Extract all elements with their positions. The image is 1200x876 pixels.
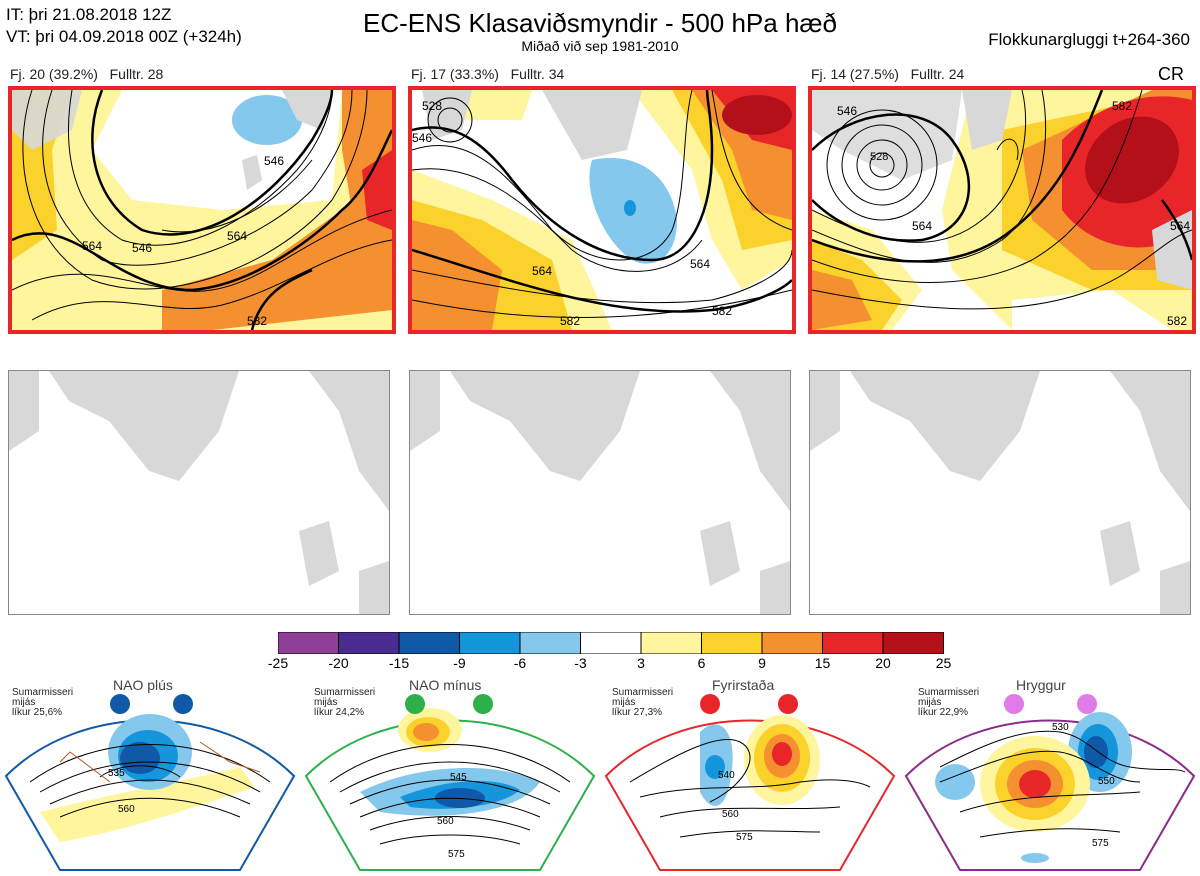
svg-text:560: 560 — [118, 804, 135, 815]
svg-text:546: 546 — [837, 104, 857, 118]
svg-text:564: 564 — [1170, 219, 1190, 233]
colorbar-swatch — [398, 631, 460, 655]
colorbar-tick-label: -20 — [328, 655, 349, 671]
svg-text:564: 564 — [82, 239, 102, 253]
cluster-1-label: Fj. 20 (39.2%) Fulltr. 28 — [10, 66, 164, 82]
svg-text:582: 582 — [560, 314, 580, 328]
colorbar-swatch — [459, 631, 521, 655]
init-time: IT: þri 21.08.2018 12Z — [6, 5, 172, 24]
regime-note-nao-minus: Sumarmisseri mijás líkur 24,2% — [314, 687, 376, 718]
regime-blocking: 540 560 575 — [600, 672, 900, 871]
svg-text:545: 545 — [450, 772, 467, 783]
colorbar-tick-label: 20 — [875, 655, 891, 671]
svg-text:582: 582 — [1167, 314, 1187, 328]
regime-ridge: 530 550 575 — [900, 672, 1200, 871]
page-subtitle: Miðað við sep 1981-2010 — [521, 38, 679, 54]
cluster-3-label: Fj. 14 (27.5%) Fulltr. 24 — [811, 66, 965, 82]
svg-text:540: 540 — [718, 770, 735, 781]
regime-note-blocking: Sumarmisseri mijás líkur 27,3% — [612, 687, 674, 718]
colorbar-tick-label: 25 — [935, 655, 952, 671]
valid-time: VT: þri 04.09.2018 00Z (+324h) — [6, 27, 242, 46]
svg-text:582: 582 — [712, 304, 732, 318]
colorbar-tick-label: -15 — [388, 655, 410, 671]
svg-text:528: 528 — [870, 151, 888, 163]
colorbar-tick-label: -3 — [574, 655, 587, 671]
colorbar-tick-label: -9 — [453, 655, 466, 671]
svg-text:564: 564 — [532, 264, 552, 278]
cluster-2-map: 528 546 564 564 582 582 — [408, 86, 796, 334]
classification-window: Flokkunargluggi t+264-360 — [988, 30, 1190, 49]
svg-text:546: 546 — [132, 241, 152, 255]
svg-text:546: 546 — [412, 131, 432, 145]
empty-map-1 — [8, 370, 390, 615]
colorbar-swatch — [277, 631, 339, 655]
regime-title-nao-minus: NAO mínus — [409, 677, 482, 693]
colorbar-swatch — [640, 631, 702, 655]
empty-map-2 — [409, 370, 791, 615]
regime-title-ridge: Hryggur — [1016, 677, 1066, 693]
svg-text:564: 564 — [690, 257, 710, 271]
header-times: IT: þri 21.08.2018 12Z VT: þri 04.09.201… — [6, 4, 242, 48]
svg-text:575: 575 — [736, 832, 753, 843]
empty-map-3 — [809, 370, 1191, 615]
svg-text:575: 575 — [448, 849, 465, 860]
regime-nao-minus: 545 560 575 — [300, 672, 600, 871]
svg-text:564: 564 — [227, 229, 247, 243]
svg-text:582: 582 — [247, 314, 267, 328]
svg-text:575: 575 — [1092, 838, 1109, 849]
svg-text:582: 582 — [1112, 99, 1132, 113]
colorbar-tick-label: 6 — [697, 655, 706, 671]
cr-label: CR — [1158, 64, 1184, 84]
svg-text:528: 528 — [422, 99, 442, 113]
colorbar — [277, 631, 944, 659]
colorbar-tick-label: 9 — [758, 655, 766, 671]
svg-text:550: 550 — [1098, 776, 1115, 787]
svg-text:560: 560 — [437, 816, 454, 827]
svg-text:530: 530 — [1052, 722, 1069, 733]
svg-text:560: 560 — [722, 809, 739, 820]
colorbar-swatches — [277, 631, 944, 655]
colorbar-swatch — [580, 631, 642, 655]
colorbar-swatch — [882, 631, 944, 655]
regime-note-ridge: Sumarmisseri mijás líkur 22,9% — [918, 687, 980, 718]
colorbar-swatch — [519, 631, 581, 655]
cluster-3-map: 546 528 564 582 564 582 — [808, 86, 1196, 334]
regime-title-blocking: Fyrirstaða — [712, 677, 775, 693]
colorbar-tick-label: -6 — [513, 655, 527, 671]
colorbar-swatch — [822, 631, 884, 655]
regime-nao-plus: 535 560 — [0, 672, 300, 871]
regime-title-nao-plus: NAO plús — [113, 677, 173, 693]
svg-text:564: 564 — [912, 219, 932, 233]
cluster-2-label: Fj. 17 (33.3%) Fulltr. 34 — [411, 66, 565, 82]
colorbar-swatch — [761, 631, 823, 655]
colorbar-swatch — [701, 631, 763, 655]
svg-text:546: 546 — [264, 154, 284, 168]
page-title: EC-ENS Klasaviðsmyndir - 500 hPa hæð — [363, 8, 837, 38]
regime-note-nao-plus: Sumarmisseri mijás líkur 25,6% — [12, 687, 74, 718]
cluster-1-map: 564 546 564 546 582 — [8, 86, 396, 334]
svg-text:535: 535 — [108, 768, 125, 779]
colorbar-tick-label: 3 — [637, 655, 645, 671]
colorbar-swatch — [338, 631, 400, 655]
colorbar-tick-label: 15 — [814, 655, 831, 671]
colorbar-tick-label: -25 — [267, 655, 289, 671]
